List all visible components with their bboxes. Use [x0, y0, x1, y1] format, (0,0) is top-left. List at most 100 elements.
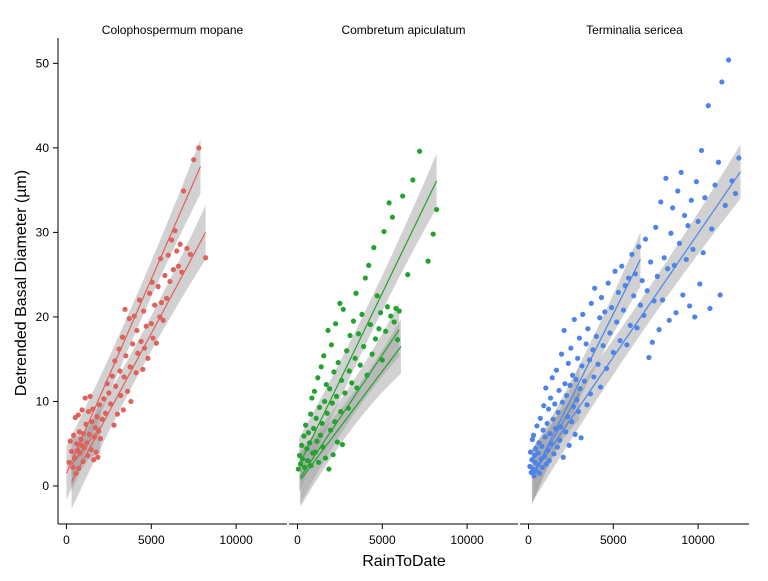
data-point [676, 240, 683, 246]
data-point [581, 378, 588, 384]
data-point [405, 272, 411, 278]
data-point [321, 353, 327, 359]
x-tick-label: 0 [294, 533, 301, 547]
data-point [92, 425, 98, 431]
data-point [639, 277, 645, 284]
data-point [135, 350, 141, 356]
data-point [187, 251, 193, 257]
data-point [687, 303, 693, 309]
data-point [130, 341, 136, 347]
data-point [346, 368, 352, 374]
data-point [539, 464, 545, 470]
data-point [680, 292, 686, 298]
data-point [560, 454, 566, 460]
data-point [113, 383, 119, 389]
data-point [732, 190, 739, 197]
data-point [327, 427, 334, 433]
data-point [605, 280, 611, 286]
data-point [670, 205, 676, 211]
data-point [673, 310, 679, 316]
data-point [96, 402, 103, 408]
data-point [609, 305, 615, 311]
data-point [134, 327, 140, 334]
data-point [301, 433, 307, 439]
data-point [542, 434, 548, 440]
data-point [568, 345, 574, 351]
data-point [386, 200, 392, 206]
data-point [661, 255, 667, 261]
data-point [305, 430, 312, 436]
data-point [544, 420, 550, 427]
data-point [202, 255, 209, 261]
data-point [87, 393, 93, 399]
data-point [648, 259, 654, 265]
data-point [74, 441, 80, 447]
data-point [637, 302, 644, 308]
data-point [366, 262, 372, 268]
data-point [322, 455, 329, 461]
data-point [634, 325, 640, 331]
data-point [384, 304, 390, 310]
data-point [597, 384, 604, 390]
data-point [133, 370, 139, 376]
fit-line [531, 259, 641, 478]
panel-3: Terminalia sericea 0 5000 10000 [520, 23, 749, 547]
data-point [702, 195, 708, 201]
data-point [584, 402, 590, 408]
data-point [119, 334, 126, 340]
data-point [167, 278, 173, 285]
data-point [537, 415, 543, 421]
data-point [79, 407, 85, 413]
data-point [533, 446, 539, 452]
data-point [688, 197, 694, 203]
data-point [539, 443, 545, 449]
data-point [546, 458, 552, 464]
x-tick-label: 10000 [681, 533, 715, 547]
data-point [540, 427, 546, 433]
data-point [170, 266, 176, 273]
data-point [726, 57, 732, 63]
data-point [97, 436, 104, 442]
panel-1: Colophospermum mopane 0 5000 10000 [58, 23, 287, 547]
data-point [150, 335, 156, 341]
data-point [172, 228, 178, 234]
data-point [591, 374, 597, 380]
data-point [313, 415, 319, 421]
data-point [559, 399, 566, 405]
data-point [169, 237, 175, 243]
data-point [569, 372, 576, 378]
data-point [128, 398, 134, 405]
data-point [109, 373, 115, 379]
data-point [118, 392, 124, 399]
data-point [685, 223, 691, 229]
data-point [299, 442, 305, 448]
data-point [136, 297, 143, 303]
data-point [551, 451, 557, 457]
data-point [196, 145, 202, 151]
data-point [120, 407, 126, 413]
data-point [71, 432, 77, 438]
panel-title: Colophospermum mopane [102, 23, 244, 37]
data-point [95, 454, 101, 460]
data-point [310, 425, 317, 432]
data-point [646, 354, 652, 361]
data-point [556, 387, 562, 394]
data-point [580, 311, 586, 317]
data-point [314, 438, 320, 444]
data-point [678, 169, 684, 175]
data-point [163, 295, 170, 301]
data-point [709, 226, 715, 232]
data-point [107, 401, 114, 407]
data-point [563, 429, 569, 435]
data-point [158, 299, 165, 306]
data-point [101, 396, 107, 402]
data-point [381, 228, 387, 235]
data-point [315, 375, 321, 381]
data-point [627, 322, 633, 328]
data-point [147, 290, 153, 296]
data-point [417, 148, 423, 154]
data-point [577, 386, 583, 392]
y-tick-label: 40 [36, 141, 50, 155]
data-point [712, 182, 718, 188]
data-point [561, 327, 567, 334]
